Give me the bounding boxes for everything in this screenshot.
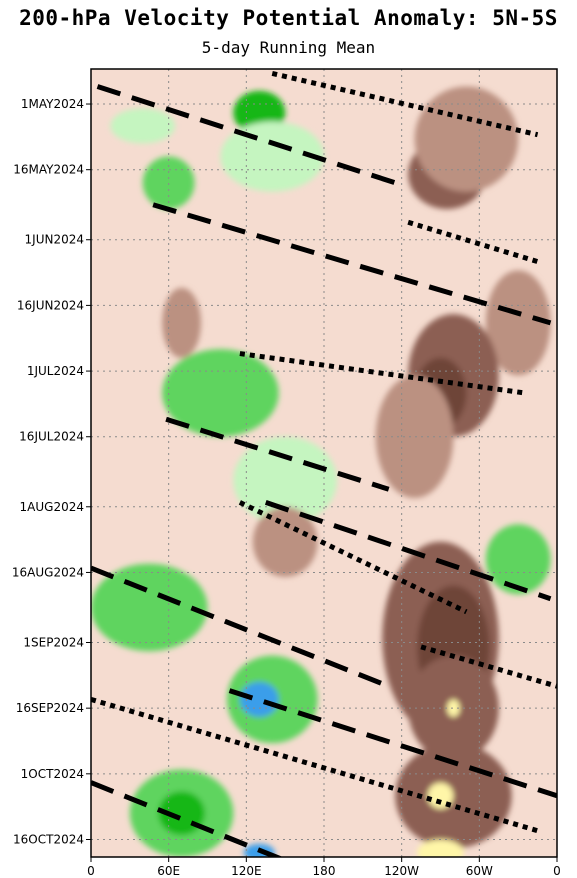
- dashed-line-7: [91, 780, 284, 857]
- anomaly-blob-11: [162, 349, 279, 437]
- anomaly-blob-23: [395, 743, 512, 849]
- dotted-line-4: [238, 500, 468, 615]
- y-tick-label: 1AUG2024: [20, 500, 84, 514]
- anomaly-blob-22: [446, 699, 460, 717]
- anomaly-blob-2: [220, 121, 324, 192]
- anomaly-blob-3: [110, 108, 176, 144]
- anomaly-blob-12: [375, 375, 454, 499]
- y-tick-label: 1SEP2024: [23, 635, 84, 649]
- x-tick-label: 120E: [231, 864, 262, 878]
- dashed-line-3: [165, 416, 390, 492]
- y-tick-label: 16OCT2024: [13, 832, 84, 846]
- anomaly-blob-18: [91, 563, 208, 652]
- anomaly-blob-27: [417, 839, 464, 857]
- y-tick-label: 1OCT2024: [21, 767, 84, 781]
- dashed-line-1: [96, 84, 396, 186]
- dotted-line-2: [407, 219, 539, 265]
- dotted-line-3: [239, 351, 525, 396]
- dashed-line-2: [152, 202, 552, 326]
- x-tick-label: 0: [87, 864, 95, 878]
- x-tick-label: 180: [313, 864, 336, 878]
- y-tick-label: 16MAY2024: [13, 163, 84, 177]
- dashed-propagation-lines: [91, 84, 557, 857]
- dotted-propagation-lines: [91, 70, 557, 834]
- x-tick-label: 0: [553, 864, 561, 878]
- y-tick-label: 16JUL2024: [19, 430, 84, 444]
- dashed-line-5: [91, 565, 390, 689]
- y-tick-label: 1JUL2024: [27, 364, 84, 378]
- y-tick-label: 16JUN2024: [17, 298, 84, 312]
- anomaly-blob-7: [485, 270, 551, 376]
- anomaly-blob-5: [414, 86, 519, 192]
- x-tick-label: 120W: [384, 864, 419, 878]
- anomaly-blob-20: [239, 681, 279, 717]
- anomaly-blob-14: [252, 506, 318, 577]
- plot-area: [91, 69, 557, 857]
- chart-title: 200-hPa Velocity Potential Anomaly: 5N-5…: [19, 6, 558, 30]
- anomaly-shading: [91, 86, 551, 857]
- y-axis: 1MAY2024 16MAY2024 1JUN2024 16JUN2024 1JUL20…: [12, 97, 91, 846]
- dashed-line-6: [228, 688, 557, 799]
- anomaly-blob-8: [162, 287, 202, 358]
- anomaly-blob-15: [485, 524, 551, 595]
- x-tick-label: 60E: [157, 864, 180, 878]
- dotted-line-6: [91, 697, 539, 834]
- y-tick-label: 16AUG2024: [12, 565, 84, 579]
- dotted-line-5: [420, 644, 557, 689]
- x-tick-label: 60W: [466, 864, 493, 878]
- chart-subtitle: 5-day Running Mean: [201, 38, 376, 57]
- y-tick-label: 1MAY2024: [21, 97, 84, 111]
- y-tick-label: 16SEP2024: [16, 701, 84, 715]
- anomaly-blob-13: [233, 436, 337, 525]
- dashed-line-4: [264, 500, 552, 602]
- x-axis: 0 60E 120E 180 120W 60W 0: [87, 857, 561, 878]
- y-tick-label: 1JUN2024: [25, 233, 84, 247]
